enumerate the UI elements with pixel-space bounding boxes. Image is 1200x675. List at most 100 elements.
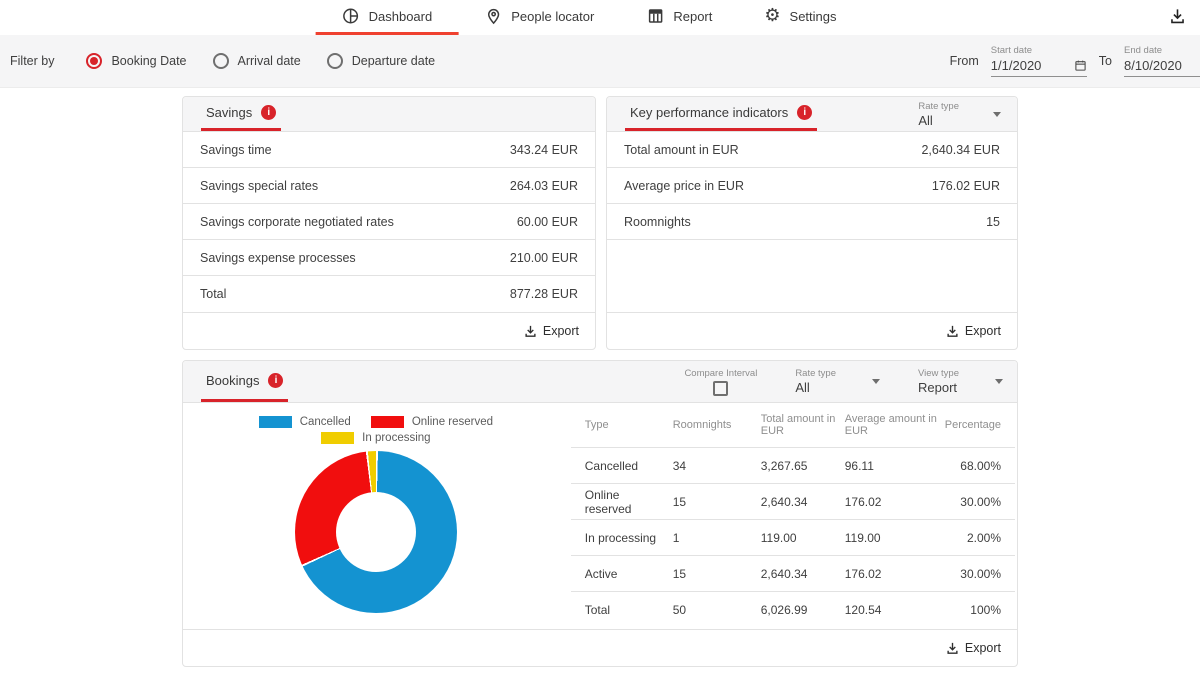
gear-icon: ⚙	[764, 5, 781, 26]
tab-settings[interactable]: ⚙ Settings	[738, 0, 862, 35]
savings-row-total: Total 877.28 EUR	[183, 276, 595, 312]
kpi-export-button[interactable]: Export	[607, 312, 1017, 349]
info-icon[interactable]: i	[268, 372, 284, 388]
row-label: Savings time	[200, 142, 272, 157]
rate-type-label: Rate type	[918, 100, 959, 112]
legend-item-cancelled: Cancelled	[258, 416, 351, 428]
table-row: In processing 1 119.00 119.00 2.00%	[570, 520, 1015, 556]
row-value: 877.28 EUR	[509, 287, 578, 301]
download-icon	[523, 324, 538, 339]
info-icon[interactable]: i	[261, 105, 277, 120]
export-label: Export	[964, 324, 1001, 338]
kpi-panel: Key performance indicators i Rate type A…	[606, 96, 1018, 350]
row-label: Savings corporate negotiated rates	[200, 214, 394, 229]
bookings-export-button[interactable]: Export	[183, 629, 1017, 666]
row-label: Savings special rates	[200, 178, 319, 193]
row-value: 210.00 EUR	[509, 250, 578, 265]
donut-chart	[294, 451, 457, 613]
row-value: 264.03 EUR	[509, 178, 578, 193]
filter-by-label: Filter by	[10, 54, 55, 68]
kpi-row: Roomnights 15	[607, 204, 1017, 240]
end-date-label: End date	[1124, 45, 1163, 56]
legend-label: In processing	[362, 432, 431, 444]
bookings-tab[interactable]: Bookings i	[201, 361, 289, 402]
end-date-input[interactable]: 8/10/2020	[1124, 58, 1182, 73]
view-type-label: View type	[917, 368, 959, 379]
nav-tabs: Dashboard People locator Report ⚙	[315, 0, 863, 35]
radio-arrival-date[interactable]: Arrival date	[212, 53, 301, 69]
tab-report[interactable]: Report	[620, 0, 738, 35]
info-icon[interactable]: i	[797, 105, 813, 120]
table-row: Cancelled 34 3,267.65 96.11 68.00%	[570, 448, 1015, 484]
tab-dashboard[interactable]: Dashboard	[315, 0, 459, 35]
location-pin-icon	[484, 7, 502, 25]
compare-interval-label: Compare Interval	[684, 367, 758, 379]
savings-tab[interactable]: Savings i	[201, 97, 282, 131]
bookings-body: Cancelled Online reserved In processing	[183, 403, 1017, 631]
top-nav-bar: Dashboard People locator Report ⚙	[0, 0, 1200, 35]
filter-radio-group: Booking Date Arrival date Departure date	[86, 53, 435, 69]
row-value: 15	[986, 214, 1000, 229]
bookings-rate-type-dropdown[interactable]: Rate type All	[795, 368, 880, 395]
view-type-value: Report	[917, 380, 958, 395]
row-value: 176.02 EUR	[931, 178, 1000, 193]
bookings-view-type-dropdown[interactable]: View type Report	[918, 368, 1003, 395]
radio-departure-date-label: Departure date	[351, 54, 436, 68]
kpi-row: Average price in EUR 176.02 EUR	[607, 168, 1017, 204]
tab-report-label: Report	[673, 8, 713, 24]
row-value: 60.00 EUR	[516, 214, 578, 229]
date-range: From Start date 1/1/2020 To End date 8/1…	[950, 45, 1200, 77]
bookings-chart-area: Cancelled Online reserved In processing	[183, 403, 569, 631]
bookings-table-header: Type Roomnights Total amount in EUR Aver…	[570, 403, 1015, 448]
rate-type-label: Rate type	[795, 368, 836, 379]
filter-bar: Filter by Booking Date Arrival date Depa…	[0, 35, 1200, 88]
table-icon	[646, 7, 664, 25]
radio-arrival-date-label: Arrival date	[237, 54, 301, 68]
table-row: Online reserved 15 2,640.34 176.02 30.00…	[570, 484, 1015, 520]
calendar-icon[interactable]	[1074, 59, 1087, 72]
legend-swatch-red	[370, 416, 404, 428]
export-label: Export	[964, 641, 1001, 655]
radio-booking-date-label: Booking Date	[111, 54, 187, 68]
savings-panel: Savings i Savings time 343.24 EUR Saving…	[182, 96, 596, 350]
kpi-title: Key performance indicators	[630, 105, 789, 120]
start-date-input[interactable]: 1/1/2020	[990, 58, 1042, 73]
radio-departure-date[interactable]: Departure date	[326, 53, 436, 69]
download-icon[interactable]	[1168, 7, 1187, 26]
savings-rows: Savings time 343.24 EUR Savings special …	[183, 132, 595, 312]
savings-export-button[interactable]: Export	[183, 312, 595, 349]
radio-booking-date[interactable]: Booking Date	[86, 53, 187, 69]
bookings-table: Type Roomnights Total amount in EUR Aver…	[569, 403, 1017, 631]
tab-people-locator[interactable]: People locator	[458, 0, 620, 35]
savings-row: Savings special rates 264.03 EUR	[183, 168, 595, 204]
end-date-field[interactable]: End date 8/10/2020	[1124, 45, 1200, 77]
compare-interval-control: Compare Interval	[684, 368, 757, 396]
radio-arrival-date-control[interactable]	[212, 53, 229, 69]
col-total-amount: Total amount in EUR	[760, 413, 836, 437]
kpi-row: Total amount in EUR 2,640.34 EUR	[607, 132, 1017, 168]
savings-row: Savings corporate negotiated rates 60.00…	[183, 204, 595, 240]
table-row: Active 15 2,640.34 176.02 30.00%	[570, 556, 1015, 592]
kpi-header: Key performance indicators i Rate type A…	[607, 97, 1017, 132]
row-label: Total amount in EUR	[624, 142, 739, 157]
start-date-field[interactable]: Start date 1/1/2020	[990, 45, 1087, 77]
kpi-rate-type-dropdown[interactable]: Rate type All	[918, 97, 1001, 131]
row-value: 2,640.34 EUR	[921, 142, 1000, 157]
savings-row: Savings expense processes 210.00 EUR	[183, 240, 595, 276]
tab-dashboard-label: Dashboard	[368, 8, 433, 24]
compare-interval-checkbox[interactable]	[713, 380, 729, 396]
row-label: Roomnights	[624, 214, 691, 229]
chevron-down-icon	[871, 379, 880, 384]
legend-label: Online reserved	[411, 416, 494, 428]
col-roomnights: Roomnights	[672, 419, 732, 431]
legend-swatch-yellow	[321, 432, 355, 444]
legend-item-in-processing: In processing	[321, 432, 431, 444]
col-percentage: Percentage	[944, 419, 1001, 431]
download-icon	[945, 641, 960, 656]
export-label: Export	[542, 324, 579, 338]
bookings-panel: Bookings i Compare Interval Rate type Al…	[182, 360, 1018, 667]
kpi-tab[interactable]: Key performance indicators i	[625, 97, 818, 131]
radio-departure-date-control[interactable]	[326, 53, 343, 69]
legend-swatch-blue	[258, 416, 292, 428]
radio-booking-date-control[interactable]	[86, 53, 103, 69]
